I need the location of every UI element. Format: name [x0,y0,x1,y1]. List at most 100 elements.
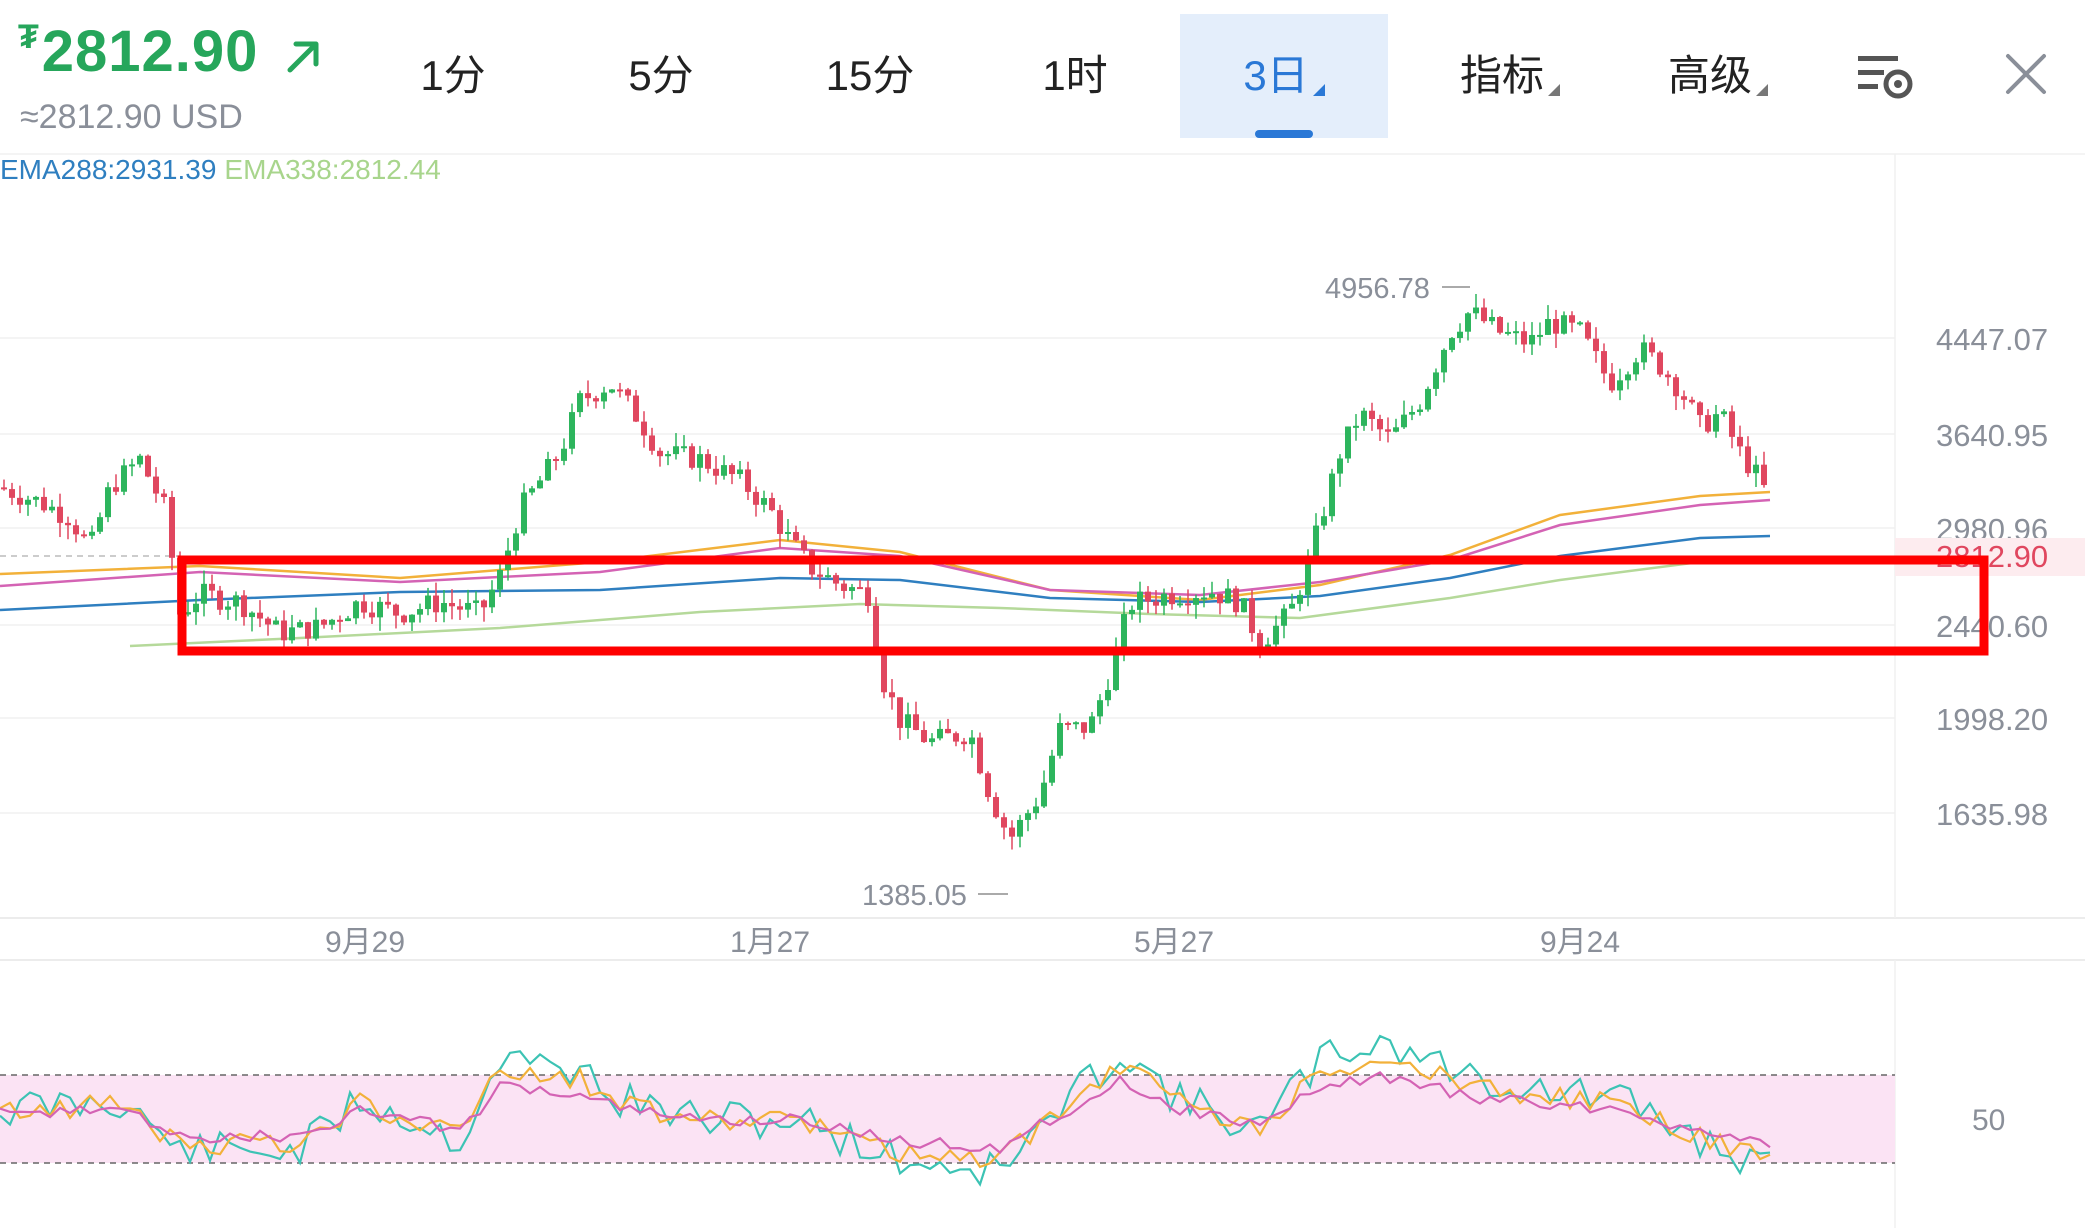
candle-body [1705,415,1711,432]
tab-5min[interactable]: 5分 [596,14,726,138]
candle-body [409,614,415,623]
candle-body [1177,603,1183,606]
candle-body [121,465,127,492]
candle-body [369,612,375,618]
candle-body [1073,722,1079,725]
tab-1min[interactable]: 1分 [388,14,518,138]
candle-body [1225,588,1231,604]
candle-body [1713,414,1719,432]
candle-body [1657,352,1663,375]
axis-labels: 4447.073640.952980.962440.601998.201635.… [325,273,2085,959]
candle-body [241,595,247,618]
candle-body [1313,525,1319,558]
candle-body [1089,716,1095,733]
candle-body [1481,307,1487,322]
rsi-level-label: 50 [1972,1104,2005,1137]
candle-body [161,493,167,498]
candle-body [681,446,687,449]
candle-body [713,468,719,476]
candle-body [969,737,975,745]
candle-body [1329,473,1335,517]
candle-body [1625,374,1631,381]
candle-body [553,458,559,461]
candle-body [425,595,431,610]
chart-settings-icon[interactable] [1856,52,1914,102]
candle-body [913,714,919,731]
current-price: ₮2812.90 [18,18,258,85]
candle-body [1233,588,1239,613]
candle-body [1513,331,1519,334]
candle-body [753,491,759,505]
candle-body [385,601,391,605]
candle-body [881,653,887,693]
candle-body [705,454,711,469]
dropdown-triangle-icon [1312,84,1325,96]
candle-body [873,605,879,654]
active-tab-underline [1255,130,1313,138]
candle-body [673,446,679,455]
close-icon[interactable] [2004,52,2048,96]
candle-body [473,600,479,603]
candle-body [1697,402,1703,416]
tab-label: 15分 [825,52,915,99]
candle-body [17,497,23,505]
ema-line [0,534,1771,612]
candle-body [729,465,735,475]
tab-label: 高级 [1667,52,1752,99]
candle-body [1617,380,1623,391]
candle-body [1553,318,1559,334]
y-tick-label: 2440.60 [1936,609,2048,644]
candle-body [1153,601,1159,606]
chart-grid [0,153,2085,1228]
candle-body [889,692,895,698]
tab-1hour[interactable]: 1时 [1010,14,1140,138]
candle-body [849,587,855,591]
candle-body [1361,410,1367,426]
candle-body [1505,331,1511,334]
candle-body [289,627,295,641]
candle-body [57,506,63,523]
candle-body [1185,603,1191,606]
candle-body [1065,722,1071,725]
candle-body [1025,813,1031,820]
candle-body [1209,593,1215,598]
candle-body [273,620,279,625]
dropdown-triangle-icon [1548,84,1560,96]
candle-body [961,741,967,745]
candle-body [281,620,287,641]
candle-body [1737,436,1743,447]
tab-3day[interactable]: 3日 [1180,14,1388,138]
x-tick-label: 9月29 [325,926,405,959]
candle-body [353,601,359,619]
candle-body [153,476,159,494]
candle-body [1585,322,1591,339]
candle-body [1721,411,1727,415]
candle-body [1409,411,1415,415]
tab-advanced[interactable]: 高级 [1648,14,1788,138]
tab-indicators[interactable]: 指标 [1440,14,1580,138]
candle-body [1761,464,1767,486]
candle-body [9,489,15,498]
candle-body [577,393,583,413]
candle-body [745,469,751,492]
candle-body [1289,603,1295,609]
candle-body [457,606,463,610]
candle-body [1129,609,1135,615]
candle-body [1217,593,1223,604]
candle-body [609,389,615,393]
candle-body [1049,755,1055,783]
candle-body [1385,429,1391,432]
candlesticks [1,293,1767,850]
candle-body [1305,557,1311,595]
candle-body [1521,331,1527,345]
candle-body [1273,625,1279,645]
candle-body [865,587,871,606]
candle-body [1729,411,1735,437]
candle-body [1665,374,1671,378]
ema-line [129,558,1771,648]
tab-15min[interactable]: 15分 [800,14,940,138]
candle-body [1593,338,1599,352]
low-price-label: 1385.05 [862,880,967,912]
candle-body [529,488,535,493]
